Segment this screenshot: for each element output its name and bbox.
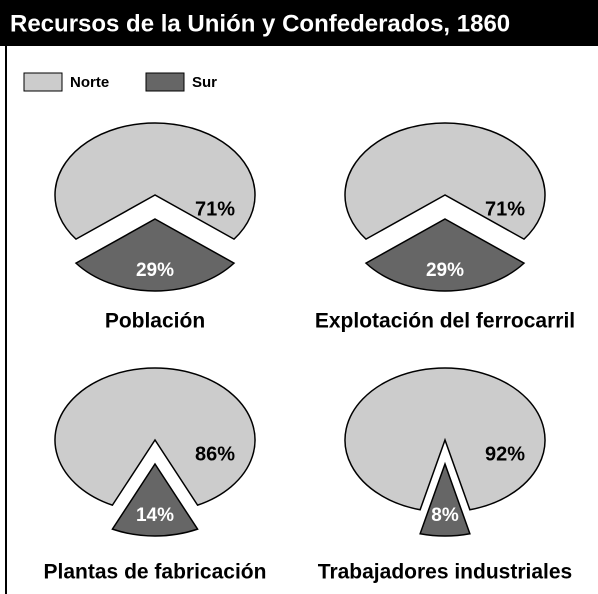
pie-title: Plantas de fabricación <box>44 561 267 584</box>
legend-swatch <box>146 73 184 91</box>
value-label: 29% <box>426 260 464 281</box>
value-label: 71% <box>195 198 235 220</box>
legend-label: Norte <box>70 74 109 91</box>
value-label: 29% <box>136 260 174 281</box>
pie-title: Población <box>105 310 205 333</box>
page-title: Recursos de la Unión y Confederados, 186… <box>10 10 510 37</box>
value-label: 86% <box>195 443 235 465</box>
value-label: 92% <box>485 443 525 465</box>
legend-swatch <box>24 73 62 91</box>
page: Recursos de la Unión y Confederados, 186… <box>0 0 598 594</box>
chart: Recursos de la Unión y Confederados, 186… <box>0 0 598 594</box>
pie-title: Trabajadores industriales <box>318 561 572 584</box>
value-label: 71% <box>485 198 525 220</box>
value-label: 14% <box>136 505 174 526</box>
value-label: 8% <box>431 505 459 526</box>
legend-label: Sur <box>192 74 217 91</box>
pie-title: Explotación del ferrocarril <box>315 310 575 333</box>
